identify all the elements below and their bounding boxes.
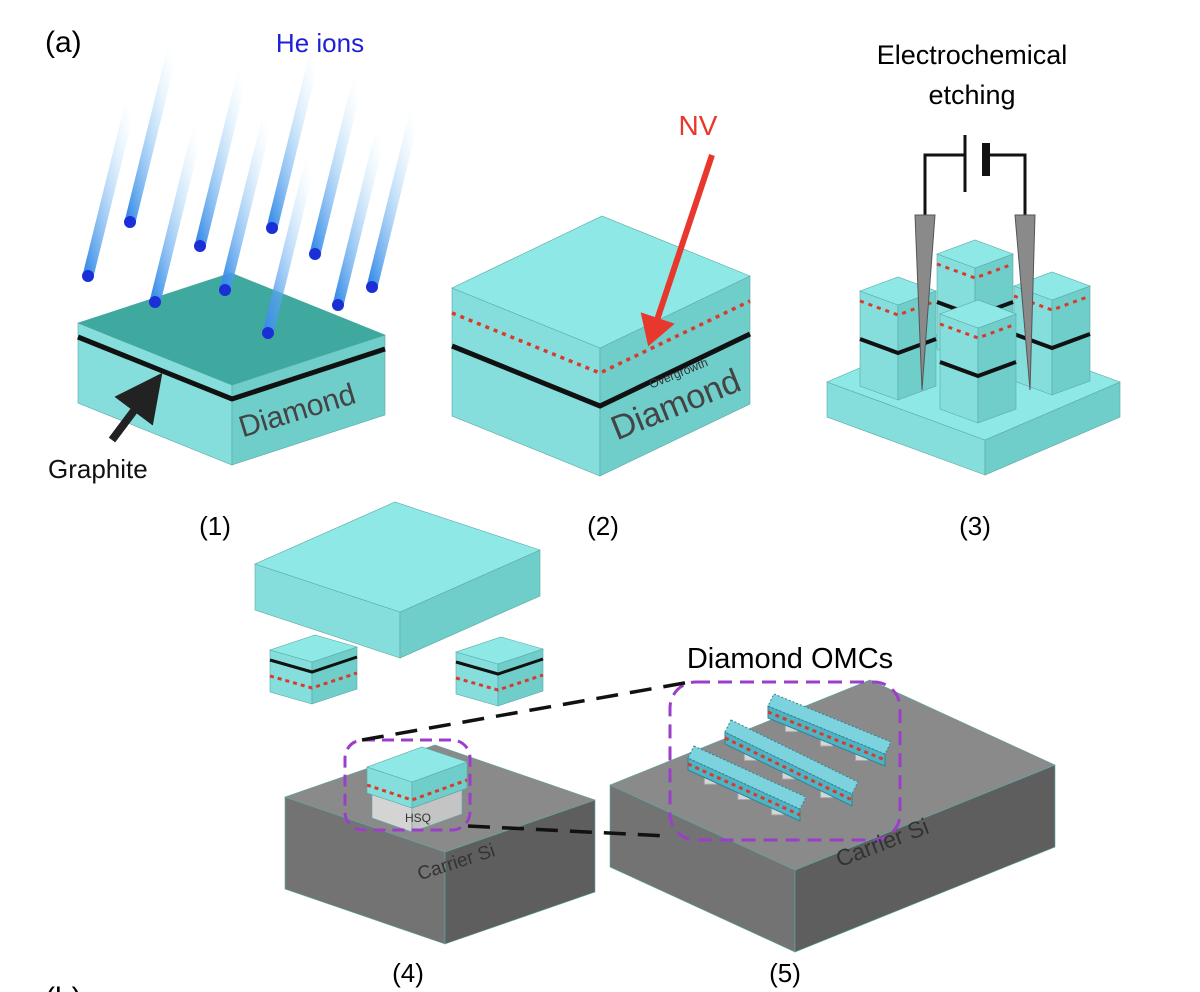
leg-top [268, 634, 359, 663]
graphite-layer [269, 655, 358, 674]
ion-trail [149, 126, 203, 308]
figure-label: (a) [45, 26, 82, 59]
graphite-layer [77, 334, 386, 402]
graphite-layer [455, 657, 544, 676]
graphite-arrow [108, 372, 163, 443]
ion-trail [219, 114, 273, 296]
transferred-block-top [366, 746, 468, 783]
electrode [914, 214, 936, 391]
ion [82, 270, 94, 282]
diamond-block-top [451, 215, 751, 349]
leg-top [454, 636, 545, 665]
nv-arrow [640, 154, 715, 347]
ion [149, 296, 161, 308]
process-label: etching [928, 80, 1015, 110]
graphite-layer [451, 331, 752, 409]
nv-layer [451, 299, 751, 375]
ion-trail [266, 52, 320, 234]
ion-trail [124, 46, 178, 228]
step-caption: (1) [199, 511, 231, 541]
ion [332, 299, 344, 311]
ion [366, 281, 378, 293]
ion [124, 216, 136, 228]
omc-top [724, 719, 859, 795]
wire [988, 153, 1027, 215]
ion [219, 284, 231, 296]
ion-trail [194, 70, 248, 252]
ion-trail [332, 129, 386, 311]
highlight-box [668, 680, 902, 842]
graphite-label: Graphite [48, 454, 148, 484]
flipped-slab-top [254, 501, 541, 613]
devices-label: Diamond OMCs [687, 643, 893, 675]
ion [266, 222, 278, 234]
defect-label: NV [679, 110, 718, 141]
zoom-line [361, 680, 691, 742]
next-label: (b) [45, 982, 82, 992]
graphite-layer [939, 360, 1017, 379]
highlight-box [343, 738, 472, 832]
nv-layer [767, 710, 886, 762]
step-caption: (4) [392, 958, 424, 988]
nv-layer [269, 671, 358, 690]
nv-layer [455, 673, 544, 692]
ion-trail [309, 78, 363, 260]
step-caption: (3) [959, 511, 991, 541]
omc-top [767, 693, 892, 755]
electrode [1014, 214, 1036, 391]
ion [194, 240, 206, 252]
ion-trail [366, 111, 420, 293]
wire [923, 153, 965, 215]
mask-label: HSQ [405, 811, 431, 825]
ion [262, 327, 274, 339]
ion-trail [262, 157, 316, 339]
omc-top [687, 745, 807, 810]
step-caption: (5) [769, 958, 801, 988]
pillar-top [936, 239, 1014, 269]
process-label: Electrochemical [877, 40, 1068, 70]
pillar-top [939, 299, 1017, 329]
ion [309, 248, 321, 260]
ion-trail [82, 100, 136, 282]
step-caption: (2) [587, 511, 619, 541]
ions-label: He ions [276, 28, 364, 58]
artwork [77, 46, 1121, 953]
